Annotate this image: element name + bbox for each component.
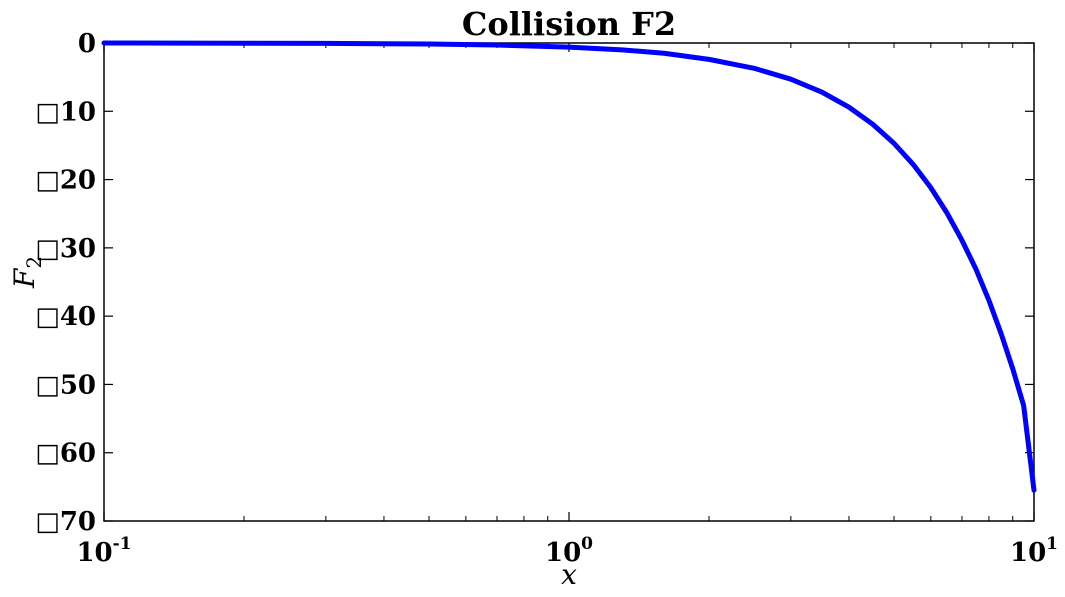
x-tick-label: 101 — [1010, 534, 1058, 568]
x-tick-label-exponent: 0 — [581, 534, 593, 554]
y-axis-label-subscript: 2 — [22, 256, 46, 269]
y-tick-label: □30 — [35, 234, 96, 264]
y-tick-label: □40 — [35, 302, 96, 332]
x-tick-label-exponent: -1 — [113, 534, 132, 554]
y-tick-label: 0 — [78, 29, 96, 59]
x-tick-label: 100 — [545, 534, 593, 568]
y-tick-label: □10 — [35, 97, 96, 127]
y-tick-label: □50 — [35, 370, 96, 400]
x-tick-label-exponent: 1 — [1046, 534, 1058, 554]
y-tick-label: □60 — [35, 439, 96, 469]
y-axis-label-main: F — [8, 267, 41, 289]
x-tick-label-base: 10 — [545, 538, 581, 568]
chart-title: Collision F2 — [462, 5, 676, 43]
x-axis-label: x — [561, 558, 577, 591]
series-line — [101, 40, 1037, 493]
plot-frame — [103, 42, 1035, 522]
minor-ticks — [243, 43, 1014, 521]
x-tick-label: 10-1 — [76, 534, 131, 568]
major-ticks — [103, 42, 1035, 522]
x-tick-label-base: 10 — [76, 538, 112, 568]
x-tick-label-base: 10 — [1010, 538, 1046, 568]
svg-text:F2: F2 — [8, 256, 46, 289]
y-axis-label: F2 — [8, 256, 46, 289]
y-tick-label: □20 — [35, 166, 96, 196]
x-tick-labels: 10-1 100 101 — [76, 534, 1058, 568]
y-tick-label: □70 — [35, 507, 96, 537]
plot-area-border — [103, 42, 1035, 522]
y-tick-labels: 0 □10 □20 □30 □40 □50 □60 □70 — [35, 29, 96, 537]
